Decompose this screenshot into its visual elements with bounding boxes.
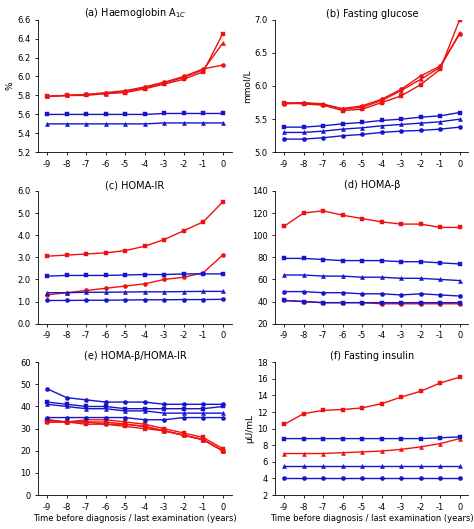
Title: (e) HOMA-β/HOMA-IR: (e) HOMA-β/HOMA-IR: [83, 351, 186, 361]
X-axis label: Time before diagnosis / last examination (years): Time before diagnosis / last examination…: [270, 514, 474, 523]
Title: (a) Haemoglobin A$_{1C}$: (a) Haemoglobin A$_{1C}$: [84, 6, 186, 20]
Title: (d) HOMA-β: (d) HOMA-β: [344, 180, 400, 190]
Title: (b) Fasting glucose: (b) Fasting glucose: [326, 9, 418, 19]
Y-axis label: μU/mL: μU/mL: [245, 414, 254, 443]
X-axis label: Time before diagnosis / last examination (years): Time before diagnosis / last examination…: [33, 514, 237, 523]
Y-axis label: %: %: [6, 81, 15, 90]
Title: (c) HOMA-IR: (c) HOMA-IR: [105, 180, 164, 190]
Title: (f) Fasting insulin: (f) Fasting insulin: [330, 351, 414, 361]
Y-axis label: mmol/L: mmol/L: [243, 69, 252, 103]
